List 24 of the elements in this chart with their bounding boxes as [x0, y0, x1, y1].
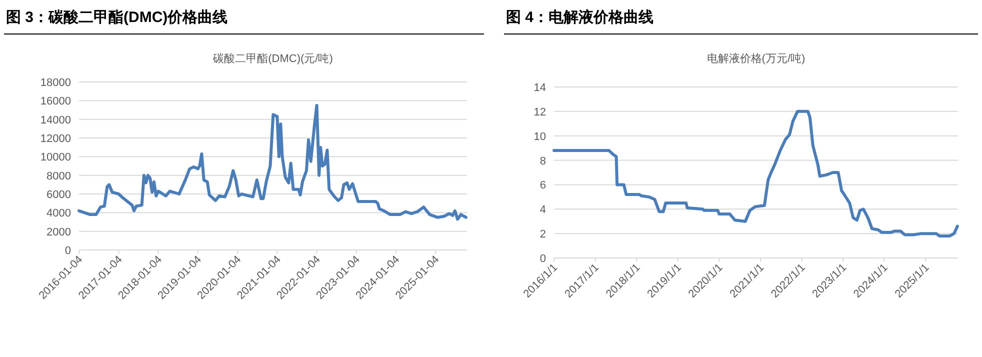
chart-subtitle: 电解液价格(万元/吨) [706, 52, 806, 65]
line-series [552, 110, 959, 238]
y-tick-label: 18000 [40, 77, 71, 89]
y-tick-label: 16000 [40, 96, 71, 108]
y-tick-label: 12 [534, 106, 546, 118]
y-tick-label: 8000 [46, 170, 71, 182]
y-tick-label: 2000 [46, 226, 71, 238]
chart-subtitle: 碳酸二甲酯(DMC)(元/吨) [212, 52, 333, 65]
y-tick-label: 14 [534, 82, 546, 94]
y-tick-label: 2 [540, 228, 546, 241]
y-tick-label: 4 [540, 204, 546, 216]
y-tick-label: 8 [540, 155, 546, 168]
y-tick-label: 14000 [40, 114, 71, 126]
chart-title: 图 3：碳酸二甲酯(DMC)价格曲线 [6, 9, 228, 26]
y-tick-label: 6 [540, 180, 546, 192]
line-series [78, 104, 468, 221]
chart-title: 图 4：电解液价格曲线 [506, 8, 654, 26]
y-tick-label: 12000 [40, 133, 71, 145]
y-tick-label: 6000 [46, 189, 71, 201]
y-tick-label: 0 [540, 253, 546, 265]
y-tick-label: 10 [534, 130, 546, 143]
y-tick-label: 0 [64, 245, 71, 257]
y-tick-label: 4000 [46, 208, 71, 220]
y-tick-label: 10000 [40, 152, 71, 164]
